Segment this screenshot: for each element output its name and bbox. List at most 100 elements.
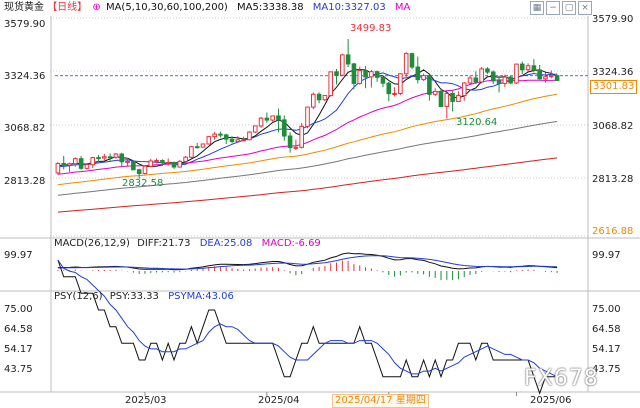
candle [131, 160, 136, 171]
candle-body [363, 70, 368, 78]
candle-body [73, 158, 78, 165]
macd-header: MACD(26,12,9) DIFF:21.73 DEA:25.08 MACD:… [54, 238, 321, 249]
ma5-value: MA5:3338.38 [237, 2, 304, 13]
period-label[interactable]: 【日线】 [47, 2, 88, 13]
psy-tick-right-4: 43.75 [592, 364, 621, 375]
collapse-icon[interactable]: ⊕ [92, 2, 101, 13]
candle [386, 81, 392, 102]
candle [316, 92, 322, 104]
candle [171, 161, 177, 169]
candle [467, 75, 473, 85]
candle-body [334, 71, 339, 76]
candle [102, 153, 107, 161]
candle [409, 52, 415, 70]
candle-body [241, 139, 246, 142]
candle-body [311, 93, 316, 108]
candle-body [386, 82, 392, 95]
price-tick-right-3: 3068.82 [592, 121, 634, 132]
candle [189, 145, 194, 159]
candle-body [61, 162, 67, 166]
psy-tick-left-4: 43.75 [4, 364, 33, 375]
ma200-line [57, 157, 558, 213]
candle-body [531, 65, 537, 71]
minimize-icon[interactable]: − [546, 1, 560, 15]
candle [531, 59, 537, 73]
macd-dea-line [57, 255, 558, 270]
candle-body [113, 153, 119, 158]
psy-tick-left-1: 75.00 [4, 304, 33, 315]
candle [247, 131, 252, 141]
candle [264, 112, 270, 123]
candle [473, 71, 479, 85]
ma-more-value: MA [394, 2, 411, 13]
candle [293, 139, 299, 151]
candle [241, 136, 246, 142]
psy-tick-left-3: 54.17 [4, 344, 33, 355]
candle [258, 116, 264, 128]
candle-body [212, 133, 217, 138]
date-tick-1: 2025/03 [125, 395, 167, 406]
candle [427, 75, 432, 101]
candle-body [177, 160, 183, 168]
maximize-icon[interactable]: ▢ [562, 1, 576, 15]
candle [403, 52, 409, 77]
candle-body [55, 162, 61, 174]
candle-body [252, 125, 258, 133]
candle [136, 168, 142, 179]
price-tick-right-2: 3324.36 [592, 67, 634, 78]
candle-body [409, 53, 415, 68]
candle-body [316, 93, 322, 101]
candle-body [183, 156, 188, 162]
close-icon[interactable]: × [578, 1, 592, 15]
candle-body [351, 63, 357, 84]
candle-body [154, 160, 159, 163]
candle [142, 165, 148, 175]
price-tick-right-4: 2813.28 [592, 174, 634, 185]
candle [369, 69, 374, 88]
candle-body [456, 95, 461, 102]
candle [96, 155, 101, 163]
macd-name: MACD(26,12,9) [54, 238, 130, 249]
ma30-line [57, 79, 558, 175]
candle-body [340, 54, 345, 76]
candle-body [258, 117, 264, 127]
candle [200, 143, 206, 148]
candle [548, 70, 554, 79]
candle-body [90, 157, 96, 166]
candle-body [194, 146, 200, 149]
candle [392, 87, 397, 97]
psy-tick-left-2: 64.58 [4, 324, 33, 335]
candle [148, 158, 154, 168]
candle [432, 88, 438, 96]
candle [154, 158, 159, 164]
candle-body [467, 77, 473, 84]
candle-body [508, 76, 513, 84]
candle-body [229, 138, 235, 142]
candle [374, 70, 380, 82]
candle [444, 92, 450, 119]
macd-dea: DEA:25.08 [199, 238, 253, 249]
candle [281, 115, 287, 141]
candle-body [142, 165, 148, 175]
ma-params-label[interactable]: MA(5,10,30,60,100,200) [105, 2, 228, 13]
candle [345, 38, 351, 68]
candle [461, 81, 467, 101]
candle-body [218, 133, 223, 136]
candle [514, 63, 519, 85]
candle [78, 155, 84, 170]
candle-body [322, 95, 328, 101]
candle-body [438, 90, 444, 107]
candle-body [543, 76, 548, 80]
grid-icon[interactable]: ▦ [530, 1, 544, 15]
candle-body [299, 125, 304, 148]
date-tick-2: 2025/04 [258, 395, 300, 406]
candle [456, 91, 461, 102]
candle-body [548, 75, 554, 78]
candle-body [490, 71, 496, 82]
ma60-line [57, 93, 558, 186]
date-tooltip: 2025/04/17 星期四 [332, 394, 429, 408]
candle-body [473, 77, 479, 83]
candle-body [84, 164, 90, 169]
candle [438, 88, 444, 107]
